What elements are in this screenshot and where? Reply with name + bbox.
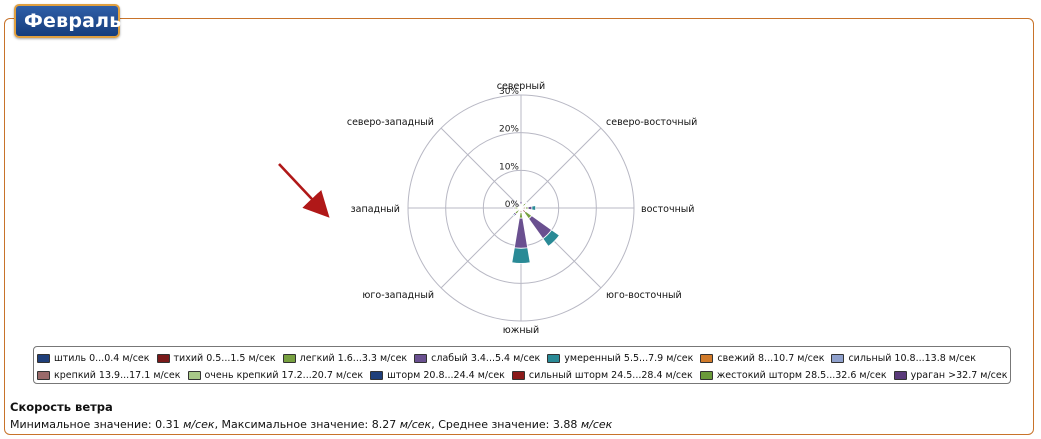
legend-label: сильный 10.8...13.8 м/сек <box>848 353 976 364</box>
legend-swatch <box>893 371 907 380</box>
legend-swatch <box>37 354 50 363</box>
legend-swatch <box>831 354 845 363</box>
direction-label: западный <box>351 204 400 215</box>
legend-item[interactable]: тихий 0.5...1.5 м/сек <box>156 353 276 364</box>
legend-label: тихий 0.5...1.5 м/сек <box>173 353 276 364</box>
chart-panel <box>4 18 1034 435</box>
wind-rose-chart: 0% 10% 20% 30%северный северо-восточный восто… <box>278 81 697 336</box>
legend-swatch <box>700 354 714 363</box>
avg-unit: м/сек <box>580 418 613 431</box>
grid-spoke <box>520 127 602 209</box>
legend-item[interactable]: очень крепкий 17.2...20.7 м/сек <box>187 370 364 381</box>
max-label: , Максимальное значение: <box>214 418 372 431</box>
legend-label: умеренный 5.5...7.9 м/сек <box>564 353 694 364</box>
grid-spoke <box>440 127 522 209</box>
legend-label: очень крепкий 17.2...20.7 м/сек <box>204 370 364 381</box>
legend-label: сильный шторм 24.5...28.4 м/сек <box>528 370 693 381</box>
grid-spoke <box>440 207 522 289</box>
legend-swatch <box>37 371 50 380</box>
min-label: Минимальное значение: <box>10 418 156 431</box>
annotation-arrow-icon <box>278 163 330 218</box>
avg-value: 3.88 <box>552 418 578 431</box>
rose-bar <box>524 201 528 205</box>
rose-bar <box>519 200 523 205</box>
legend-label: ураган >32.7 м/сек <box>910 370 1008 381</box>
legend-item[interactable]: свежий 8...10.7 м/сек <box>700 353 824 364</box>
legend-item[interactable]: слабый 3.4...5.4 м/сек <box>414 353 540 364</box>
avg-label: , Среднее значение: <box>431 418 553 431</box>
radial-tick-label: 30% <box>499 87 519 97</box>
legend-swatch <box>511 371 525 380</box>
legend-item[interactable]: штиль 0...0.4 м/сек <box>37 353 150 364</box>
radial-tick-label: 20% <box>499 125 519 135</box>
legend-item[interactable]: шторм 20.8...24.4 м/сек <box>370 370 505 381</box>
legend-item[interactable]: крепкий 13.9...17.1 м/сек <box>37 370 181 381</box>
min-unit: м/сек <box>183 418 215 431</box>
rose-bar <box>527 205 533 211</box>
min-value: 0.31 <box>155 418 180 431</box>
month-tab[interactable]: Февраль <box>14 4 121 38</box>
legend-swatch <box>414 354 428 363</box>
direction-label: северо-западный <box>347 117 434 128</box>
radial-tick-label: 0% <box>505 200 520 210</box>
legend-swatch <box>187 371 201 380</box>
direction-label: юго-западный <box>362 290 434 301</box>
legend-item[interactable]: умеренный 5.5...7.9 м/сек <box>547 353 693 364</box>
legend-label: шторм 20.8...24.4 м/сек <box>387 370 505 381</box>
rose-bar <box>511 247 531 264</box>
max-unit: м/сек <box>399 418 432 431</box>
stats-line: Минимальное значение: 0.31 м/сек, Максим… <box>10 418 612 431</box>
legend-label: слабый 3.4...5.4 м/сек <box>431 353 541 364</box>
direction-label: восточный <box>641 204 694 215</box>
wind-speed-stats: Скорость ветра Минимальное значение: 0.3… <box>10 400 612 431</box>
legend-swatch <box>699 371 713 380</box>
legend-item[interactable]: жестокий шторм 28.5...32.6 м/сек <box>699 370 887 381</box>
legend-label: легкий 1.6...3.3 м/сек <box>299 353 408 364</box>
legend-swatch <box>547 354 561 363</box>
legend-item[interactable]: сильный 10.8...13.8 м/сек <box>831 353 976 364</box>
rose-bar <box>513 217 529 249</box>
direction-label: юго-восточный <box>606 290 682 301</box>
legend-label: жестокий шторм 28.5...32.6 м/сек <box>716 370 887 381</box>
legend-swatch <box>156 354 170 363</box>
legend: штиль 0...0.4 м/сек тихий 0.5...1.5 м/сек… <box>33 346 1011 384</box>
radial-tick-label: 10% <box>499 162 519 172</box>
rose-bar <box>513 206 516 210</box>
stats-title: Скорость ветра <box>10 400 113 414</box>
direction-label: северный <box>497 81 545 92</box>
rose-bar <box>518 205 521 208</box>
legend-row: крепкий 13.9...17.1 м/сек очень крепкий 1… <box>37 367 1010 384</box>
legend-item[interactable]: сильный шторм 24.5...28.4 м/сек <box>511 370 693 381</box>
legend-item[interactable]: легкий 1.6...3.3 м/сек <box>282 353 408 364</box>
rose-bar <box>511 212 517 218</box>
direction-label: южный <box>503 325 539 336</box>
rose-bar <box>518 211 524 219</box>
max-value: 8.27 <box>371 418 397 431</box>
legend-label: свежий 8...10.7 м/сек <box>717 353 825 364</box>
rose-bar <box>542 229 560 247</box>
rose-bar <box>514 206 519 210</box>
rose-bar <box>531 205 537 211</box>
legend-label: крепкий 13.9...17.1 м/сек <box>54 370 181 381</box>
direction-label: северо-восточный <box>606 117 697 128</box>
legend-swatch <box>282 354 296 363</box>
legend-item[interactable]: ураган >32.7 м/сек <box>893 370 1008 381</box>
legend-row: штиль 0...0.4 м/сек тихий 0.5...1.5 м/сек… <box>37 350 1010 367</box>
legend-label: штиль 0...0.4 м/сек <box>54 353 150 364</box>
legend-swatch <box>370 371 384 380</box>
